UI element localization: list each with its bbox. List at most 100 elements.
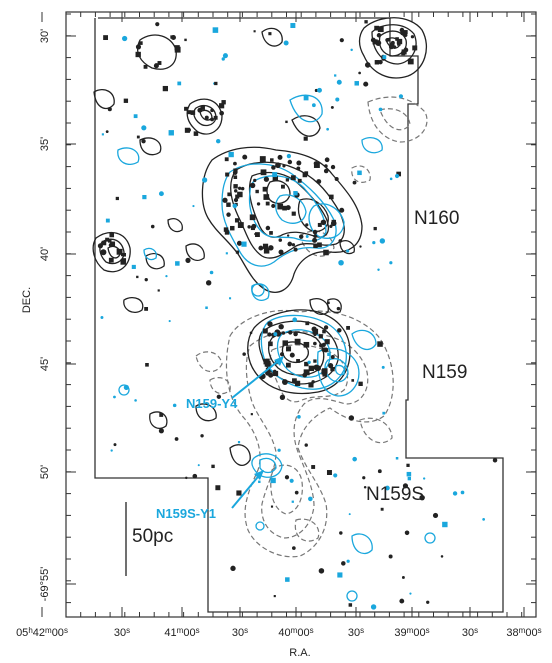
point-source	[224, 230, 230, 235]
x-tick-label: 38m00s	[506, 626, 541, 639]
point-source	[270, 505, 274, 508]
point-source	[299, 234, 304, 239]
point-source	[210, 117, 214, 122]
point-source	[348, 603, 353, 607]
point-source	[285, 577, 290, 582]
point-source	[318, 568, 325, 574]
point-source	[224, 157, 229, 162]
point-source	[313, 234, 318, 238]
point-source	[162, 85, 168, 92]
point-source	[193, 131, 199, 136]
point-source	[249, 214, 256, 221]
point-source	[313, 341, 317, 346]
point-source	[378, 107, 383, 112]
region-label-n159s: N159S	[366, 484, 424, 505]
point-source	[233, 197, 239, 203]
point-source	[288, 330, 293, 335]
point-source	[265, 225, 271, 231]
point-source	[352, 180, 357, 185]
point-source	[296, 160, 302, 166]
point-source	[396, 38, 403, 45]
point-source	[123, 98, 129, 103]
point-source	[267, 321, 273, 327]
point-source	[426, 600, 430, 604]
point-source	[403, 30, 408, 35]
point-source	[230, 565, 236, 572]
point-source	[168, 130, 174, 136]
point-source	[108, 257, 114, 263]
point-source	[272, 172, 278, 178]
point-source	[278, 323, 284, 330]
point-source	[255, 232, 260, 238]
point-source	[350, 48, 353, 52]
point-source	[202, 177, 208, 183]
point-source	[97, 243, 103, 249]
point-source	[374, 25, 379, 31]
point-source	[265, 201, 270, 206]
point-source	[109, 232, 115, 238]
point-source	[219, 103, 225, 109]
point-source	[308, 382, 314, 388]
point-source	[290, 175, 296, 181]
point-source	[268, 245, 274, 251]
dashed-contours	[195, 96, 428, 558]
point-source	[327, 352, 331, 356]
point-source	[317, 87, 322, 93]
point-source	[226, 202, 231, 207]
point-source	[233, 175, 238, 179]
point-source	[136, 135, 140, 139]
point-source	[107, 107, 112, 112]
source-label-n159s-y1: N159S-Y1	[156, 506, 216, 521]
point-source	[258, 480, 261, 484]
point-source	[121, 35, 128, 42]
point-source	[317, 242, 322, 248]
point-source	[225, 172, 230, 177]
point-source	[432, 512, 439, 519]
point-source	[406, 471, 412, 477]
point-source	[303, 95, 309, 101]
point-source	[363, 485, 367, 489]
point-source	[185, 257, 191, 263]
point-source	[223, 227, 229, 232]
point-source	[168, 319, 171, 323]
point-source	[329, 224, 333, 228]
point-source	[262, 243, 269, 249]
point-source	[268, 32, 272, 36]
point-source	[294, 380, 301, 386]
point-source	[412, 45, 418, 51]
point-source	[234, 218, 240, 223]
point-source	[327, 301, 330, 305]
point-source	[278, 238, 283, 242]
point-source	[256, 202, 261, 206]
point-source	[338, 259, 344, 266]
point-source	[385, 485, 390, 491]
point-source	[271, 165, 276, 170]
point-source	[120, 259, 126, 265]
point-source	[235, 250, 240, 254]
point-source	[364, 20, 368, 24]
point-source	[263, 194, 270, 200]
point-source	[312, 328, 319, 335]
point-source	[358, 71, 361, 75]
point-source	[273, 369, 277, 373]
point-sources	[97, 20, 498, 610]
point-source	[442, 521, 448, 528]
point-source	[113, 395, 116, 399]
point-source	[401, 49, 407, 55]
point-source	[141, 139, 146, 144]
point-source	[302, 172, 308, 178]
point-source	[122, 252, 126, 257]
point-source	[214, 81, 218, 86]
point-source	[291, 243, 296, 247]
point-source	[293, 247, 298, 252]
point-source	[452, 491, 458, 496]
point-source	[251, 223, 257, 229]
region-label-n160: N160	[414, 208, 459, 229]
point-source	[346, 249, 350, 253]
point-source	[401, 576, 405, 579]
point-source	[330, 105, 334, 109]
point-source	[237, 191, 243, 198]
point-source	[364, 62, 371, 68]
point-source	[110, 241, 116, 247]
point-source	[374, 60, 380, 65]
